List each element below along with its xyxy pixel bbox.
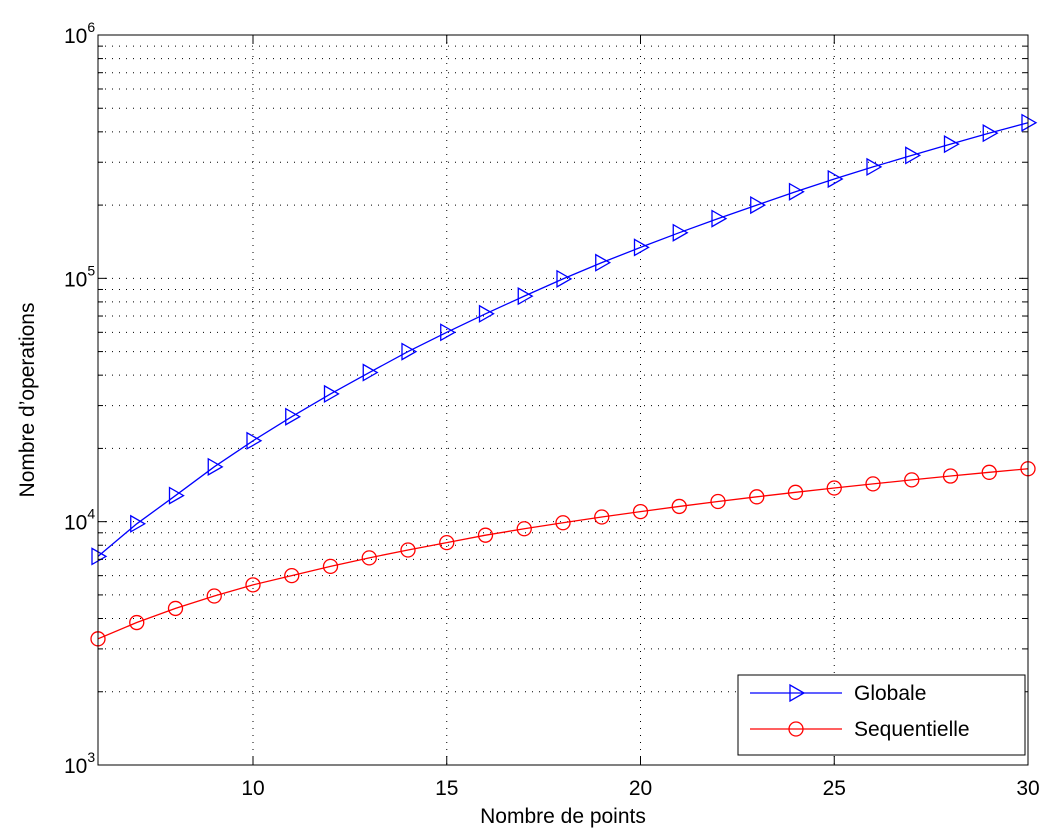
data-point [826,480,842,496]
plot-frame [97,34,1029,766]
data-point [710,493,726,510]
data-point [555,515,571,531]
data-point [982,124,999,143]
y-axis-label: Nombre d’operations [16,303,39,498]
y-tick-label: 105 [64,262,95,291]
data-point [905,146,922,165]
data-point [750,195,767,215]
data-point [749,489,765,505]
data-point [361,550,377,566]
x-tick-label: 20 [629,777,652,800]
data-point [711,209,728,228]
data-point [285,407,302,426]
legend-label: Globale [854,682,926,705]
data-point [323,384,340,404]
y-tick-label: 106 [64,19,95,48]
data-point [130,514,147,533]
data-point [672,223,689,242]
data-point [516,521,532,537]
data-point [904,472,920,488]
data-point [440,323,457,342]
data-point [866,157,883,177]
grid [98,35,1028,765]
x-tick-label: 15 [435,777,458,800]
data-point [865,476,881,492]
data-point [671,498,687,515]
data-point [594,509,610,525]
data-point [245,577,261,593]
ticks: 10 15 20 25 30 103 104 105 106 [64,19,1040,800]
data-point [91,547,108,566]
legend: Globale Sequentielle [737,674,1026,756]
data-point [787,484,804,500]
data-point [981,464,997,480]
data-point [633,238,650,257]
data-point [246,431,263,450]
data-point [1021,113,1038,132]
y-tick-label: 103 [64,749,95,778]
series-globale [91,113,1038,566]
legend-marker [789,683,806,703]
data-point [206,588,222,604]
legend-box [737,674,1026,756]
data-point [943,135,960,154]
y-tick-label: 104 [64,506,95,535]
data-point [207,457,224,476]
data-point [517,287,534,306]
data-point [322,558,339,575]
data-point [478,304,495,323]
data-point [595,253,612,272]
plot-area [98,35,1028,765]
data-point [129,614,145,631]
x-tick-label: 30 [1016,777,1039,800]
data-point [168,486,185,505]
series-line [97,468,1029,640]
data-point [400,542,416,558]
data-point [167,600,184,617]
data-point [401,342,418,361]
data-point [284,567,300,584]
x-tick-label: 25 [823,777,846,800]
legend-label: Sequentielle [854,718,970,741]
data-point [827,169,844,189]
data-point [942,468,959,484]
data-point [788,182,805,201]
legend-marker [788,721,804,737]
x-axis-label: Nombre de points [480,805,646,828]
series-layer [90,113,1038,647]
x-tick-label: 10 [241,777,264,800]
data-point [439,534,455,551]
data-point [362,363,379,382]
series-line [97,122,1029,557]
data-point [477,527,494,543]
data-point [556,269,573,288]
data-point [632,503,649,520]
